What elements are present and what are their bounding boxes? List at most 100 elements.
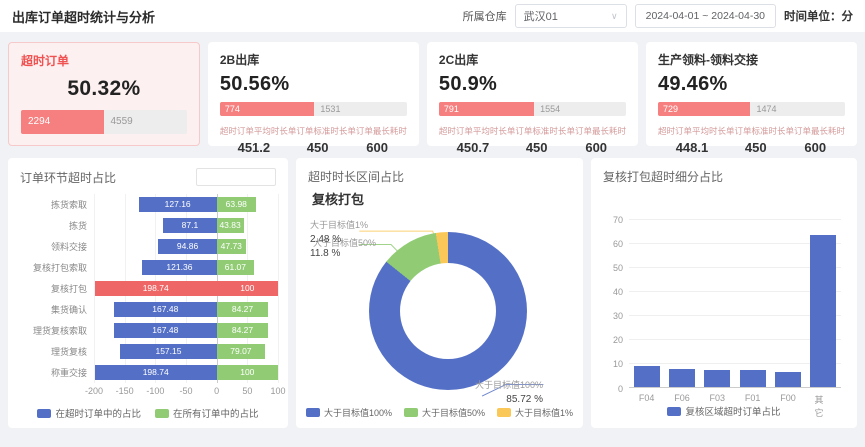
bar-row[interactable]: 集货确认 167.48 84.27 — [8, 299, 288, 320]
bar-all-orders-share[interactable]: 43.83 — [216, 218, 244, 233]
progress-fill: 2294 — [21, 110, 105, 134]
legend-marker — [155, 408, 169, 418]
kpi-card-2c-outbound[interactable]: 2C出库 50.9% 791 1554 超时订单平均时长 450.7 单订单标准… — [426, 42, 638, 155]
bar-all-orders-share[interactable]: 63.98 — [216, 197, 256, 212]
kpi-card-production-material[interactable]: 生产领料-领料交接 49.46% 729 1474 超时订单平均时长 448.1… — [645, 42, 857, 155]
bar-row[interactable]: 理货复核索取 167.48 84.27 — [8, 320, 288, 341]
kpi-card-2b-outbound[interactable]: 2B出库 50.56% 774 1531 超时订单平均时长 451.2 单订单标… — [207, 42, 419, 155]
y-tick-label: 50 — [612, 262, 623, 273]
legend-item-all-orders-share[interactable]: 在所有订单中的占比 — [155, 406, 259, 420]
legend-item-gt100[interactable]: 大于目标值100% — [305, 406, 392, 419]
bar-F06[interactable] — [668, 368, 695, 387]
stat-max-duration: 单订单最长耗时 600 — [785, 126, 845, 155]
stat-avg-duration: 超时订单平均时长 448.1 — [657, 126, 726, 155]
x-tick-label: -50 — [179, 386, 193, 396]
bar-overtime-share[interactable]: 121.36 — [142, 260, 217, 275]
bar-overtime-share[interactable]: 127.16 — [138, 197, 217, 212]
bar-row[interactable]: 复核打包 198.74 100 — [8, 278, 288, 299]
bar-overtime-share[interactable]: 198.74 — [94, 281, 217, 296]
slice-value-gt100: 85.72 % — [506, 394, 543, 405]
header-controls: 所属仓库 武汉01 ∨ 2024-04-01 ~ 2024-04-30 时间单位… — [463, 4, 853, 28]
x-tick-label: 100 — [270, 386, 286, 396]
legend-item-overtime-share[interactable]: 在超时订单中的占比 — [37, 406, 141, 420]
bar-overtime-share[interactable]: 167.48 — [113, 323, 217, 338]
legend-item-zone-overtime[interactable]: 复核区域超时订单占比 — [667, 404, 781, 418]
y-tick-label: 20 — [612, 335, 623, 346]
bar-all-orders-share[interactable]: 61.07 — [216, 260, 255, 275]
x-tick-label: 其它 — [814, 395, 824, 418]
progress-track: 4559 — [110, 116, 133, 127]
stat-avg-duration: 超时订单平均时长 451.2 — [219, 126, 288, 155]
y-tick-label: 0 — [617, 383, 623, 394]
kpi-title: 生产领料-领料交接 — [657, 53, 758, 67]
stat-max-duration: 单订单最长耗时 600 — [566, 126, 626, 155]
kpi-stats: 超时订单平均时长 448.1 单订单标准时长 450 单订单最长耗时 600 — [658, 125, 845, 155]
kpi-card-overtime-orders[interactable]: 超时订单 50.32% 2294 4559 — [8, 42, 200, 146]
bar-row[interactable]: 理货复核 157.15 79.07 — [8, 341, 288, 362]
category-label: 集货确认 — [50, 305, 87, 315]
kpi-percent: 50.56% — [219, 73, 290, 95]
bar-row[interactable]: 拣货 87.1 43.83 — [8, 215, 288, 236]
panel-overtime-duration-share: 超时时长区间占比 复核打包 大于目标值1% 大于目标值50% 2.48 % 11… — [296, 158, 583, 428]
stat-standard-duration: 单订单标准时长 450 — [287, 126, 348, 155]
date-range-picker[interactable]: 2024-04-01 ~ 2024-04-30 — [634, 4, 776, 28]
legend-item-gt50[interactable]: 大于目标值50% — [404, 406, 485, 419]
bar-overtime-share[interactable]: 94.86 — [158, 239, 217, 254]
bar-F00[interactable] — [774, 371, 801, 387]
x-tick-label: -200 — [84, 386, 104, 396]
y-tick-label: 10 — [612, 359, 623, 370]
warehouse-label: 所属仓库 — [462, 11, 507, 23]
kpi-percent: 50.32% — [67, 77, 141, 100]
slice-label-gt100: 大于目标值100% — [474, 380, 543, 390]
bar-row[interactable]: 拣货索取 127.16 63.98 — [8, 194, 288, 215]
panel-packing-overtime-breakdown: 复核打包超时细分占比 0 10 20 30 40 50 60 70 F04 F06 F03 F01 F0… — [591, 158, 857, 428]
stat-max-duration: 单订单最长耗时 600 — [347, 126, 407, 155]
bar-F01[interactable] — [739, 370, 766, 387]
kpi-row: 超时订单 50.32% 2294 4559 2B出库 50.56% 774 15… — [0, 32, 865, 155]
bar-overtime-share[interactable]: 87.1 — [163, 218, 217, 233]
bar-overtime-share[interactable]: 198.74 — [94, 365, 217, 380]
bar-row[interactable]: 复核打包索取 121.36 61.07 — [8, 257, 288, 278]
panel-title: 复核打包超时细分占比 — [603, 170, 724, 184]
page-title: 出库订单超时统计与分析 — [12, 9, 156, 25]
bar-其它[interactable] — [810, 234, 837, 387]
chart-filter-input[interactable] — [196, 168, 276, 186]
slice-label-gt1: 大于目标值1% — [310, 220, 369, 230]
kpi-title: 2C出库 — [438, 53, 479, 67]
chevron-down-icon: ∨ — [611, 10, 618, 21]
x-tick-label: 50 — [242, 386, 253, 396]
diverging-bar-chart: 拣货索取 127.16 63.98 拣货 87.1 43.83 领料交接 94.86 47.73… — [8, 194, 288, 383]
progress-fill: 791 — [438, 102, 535, 116]
warehouse-select[interactable]: 武汉01 ∨ — [514, 4, 627, 28]
x-tick-label: F00 — [780, 393, 796, 403]
panel-title: 订单环节超时占比 — [20, 170, 117, 185]
bar-all-orders-share[interactable]: 84.27 — [216, 323, 269, 338]
bar-overtime-share[interactable]: 167.48 — [113, 302, 217, 317]
x-tick-label: F01 — [744, 393, 761, 403]
category-label: 拣货索取 — [50, 200, 87, 210]
bar-overtime-share[interactable]: 157.15 — [120, 344, 217, 359]
donut-chart: 大于目标值1% 大于目标值50% 2.48 % 11.8 % 大于目标值100%… — [296, 210, 583, 405]
bar-all-orders-share[interactable]: 84.27 — [216, 302, 269, 317]
bar-row[interactable]: 称重交接 198.74 100 — [8, 362, 288, 383]
donut-ring[interactable] — [369, 232, 527, 390]
slice-value-gt50: 11.8 % — [310, 248, 341, 259]
bar-all-orders-share[interactable]: 79.07 — [216, 344, 266, 359]
bar-row[interactable]: 领料交接 94.86 47.73 — [8, 236, 288, 257]
bar-all-orders-share[interactable]: 47.73 — [216, 239, 246, 254]
legend-item-gt1[interactable]: 大于目标值1% — [497, 406, 573, 419]
date-range-value: 2024-04-01 ~ 2024-04-30 — [645, 10, 765, 22]
kpi-progress-bar: 791 1554 — [438, 102, 626, 116]
bar-F04[interactable] — [633, 365, 660, 387]
y-tick-label: 30 — [612, 311, 623, 322]
bar-all-orders-share[interactable]: 100 — [216, 365, 278, 380]
legend-marker — [497, 408, 512, 417]
x-tick-label: F03 — [709, 393, 726, 403]
chart-legend: 在超时订单中的占比 在所有订单中的占比 — [8, 406, 288, 420]
bar-F03[interactable] — [704, 369, 731, 387]
warehouse-select-value: 武汉01 — [523, 11, 558, 23]
top-bar: 出库订单超时统计与分析 所属仓库 武汉01 ∨ 2024-04-01 ~ 202… — [0, 0, 865, 32]
x-tick-label: F04 — [638, 393, 655, 403]
bar-all-orders-share[interactable]: 100 — [216, 281, 278, 296]
panel-order-stage-overtime: 订单环节超时占比 拣货索取 127.16 63.98 拣货 87.1 43.83 领料交接 9… — [8, 158, 288, 428]
